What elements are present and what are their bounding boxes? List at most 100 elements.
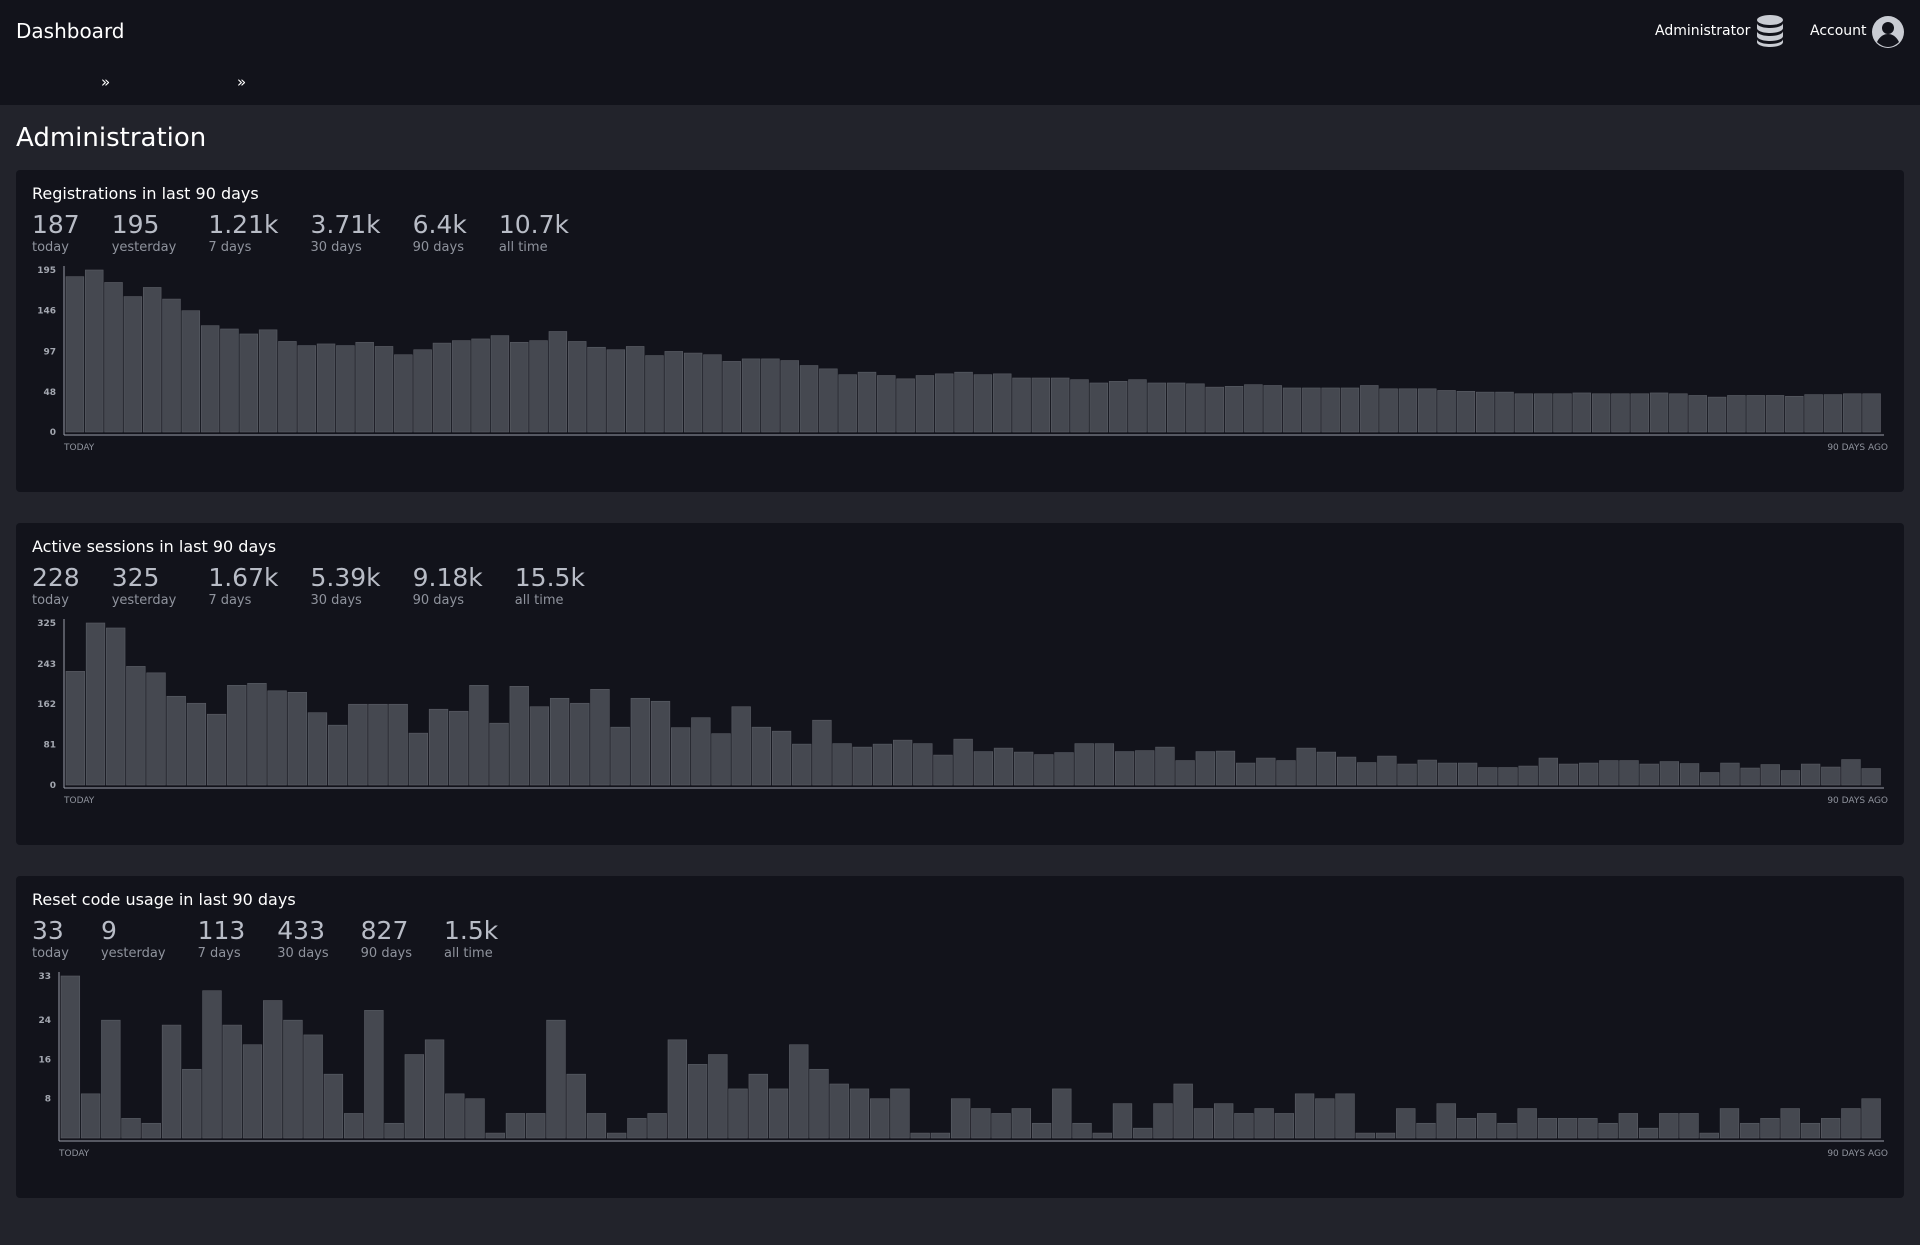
bar[interactable] xyxy=(973,374,993,433)
bar[interactable] xyxy=(711,733,731,786)
bar[interactable] xyxy=(1094,743,1115,786)
bar[interactable] xyxy=(526,1113,546,1139)
bar[interactable] xyxy=(829,1083,849,1139)
bar[interactable] xyxy=(708,1054,728,1139)
bar[interactable] xyxy=(505,1113,526,1139)
bar[interactable] xyxy=(348,703,368,786)
bar[interactable] xyxy=(570,702,590,786)
bar[interactable] xyxy=(161,1024,182,1139)
bar[interactable] xyxy=(181,310,201,433)
bar[interactable] xyxy=(664,351,684,433)
bar[interactable] xyxy=(1355,1132,1375,1139)
bar[interactable] xyxy=(728,1088,748,1139)
bar[interactable] xyxy=(1302,387,1321,433)
bar[interactable] xyxy=(1416,1122,1436,1139)
bar[interactable] xyxy=(1843,393,1862,433)
bar[interactable] xyxy=(606,1132,627,1139)
bar[interactable] xyxy=(1804,394,1823,433)
bar[interactable] xyxy=(1553,393,1572,433)
bar[interactable] xyxy=(1014,751,1034,786)
bar[interactable] xyxy=(85,269,104,433)
bar[interactable] xyxy=(1688,395,1707,433)
bar[interactable] xyxy=(1740,1122,1760,1139)
bar[interactable] xyxy=(993,747,1014,786)
bar[interactable] xyxy=(877,375,896,433)
bar[interactable] xyxy=(1518,765,1538,786)
bar[interactable] xyxy=(731,706,751,786)
bar[interactable] xyxy=(1224,386,1244,433)
bar[interactable] xyxy=(121,1118,141,1139)
bar[interactable] xyxy=(1294,1093,1315,1139)
bar[interactable] xyxy=(1205,386,1224,433)
bar[interactable] xyxy=(1215,750,1236,786)
bar[interactable] xyxy=(761,358,780,433)
bar[interactable] xyxy=(258,329,278,433)
bar[interactable] xyxy=(606,349,626,433)
bar[interactable] xyxy=(394,354,413,433)
bar[interactable] xyxy=(1128,379,1147,433)
bar[interactable] xyxy=(1498,767,1518,786)
bar[interactable] xyxy=(1579,762,1599,786)
bar[interactable] xyxy=(1031,1122,1052,1139)
bar[interactable] xyxy=(65,671,85,786)
bar[interactable] xyxy=(106,627,126,786)
bar[interactable] xyxy=(1800,763,1821,786)
bar[interactable] xyxy=(667,1039,688,1139)
bar[interactable] xyxy=(374,346,394,433)
bar[interactable] xyxy=(413,349,432,433)
bar[interactable] xyxy=(1514,393,1534,433)
bar[interactable] xyxy=(1316,751,1337,786)
bar[interactable] xyxy=(1186,383,1205,433)
bar[interactable] xyxy=(1765,395,1785,433)
bar[interactable] xyxy=(490,335,510,433)
bar[interactable] xyxy=(267,690,287,786)
bar[interactable] xyxy=(892,739,913,786)
bar[interactable] xyxy=(1070,379,1089,433)
bar[interactable] xyxy=(630,697,650,786)
bar[interactable] xyxy=(242,1044,263,1139)
bar[interactable] xyxy=(287,691,307,786)
bar[interactable] xyxy=(647,1113,667,1139)
bar[interactable] xyxy=(1340,387,1360,433)
bar[interactable] xyxy=(388,703,408,786)
bar[interactable] xyxy=(1780,1108,1800,1139)
bar[interactable] xyxy=(933,754,953,786)
bar[interactable] xyxy=(222,1024,242,1139)
bar[interactable] xyxy=(182,1068,202,1139)
bar[interactable] xyxy=(1861,768,1881,786)
bar[interactable] xyxy=(1050,377,1070,433)
bar[interactable] xyxy=(146,672,166,786)
bar[interactable] xyxy=(529,706,550,786)
bar[interactable] xyxy=(1336,756,1357,786)
bar[interactable] xyxy=(1234,1113,1254,1139)
bar[interactable] xyxy=(586,1113,607,1139)
bar[interactable] xyxy=(316,343,336,433)
bar[interactable] xyxy=(935,373,954,433)
bar[interactable] xyxy=(1236,762,1256,786)
bar[interactable] xyxy=(954,371,973,433)
bar[interactable] xyxy=(283,1019,303,1139)
bar[interactable] xyxy=(789,1044,809,1139)
bar[interactable] xyxy=(1195,751,1215,786)
bar[interactable] xyxy=(566,1073,586,1139)
bar[interactable] xyxy=(1135,750,1155,786)
bar[interactable] xyxy=(687,1064,708,1139)
bar[interactable] xyxy=(1417,759,1437,786)
bar[interactable] xyxy=(1497,1122,1517,1139)
bar[interactable] xyxy=(278,341,297,433)
bar[interactable] xyxy=(1375,1132,1396,1139)
bar[interactable] xyxy=(625,346,645,433)
bar[interactable] xyxy=(1321,387,1340,433)
bar[interactable] xyxy=(1360,385,1379,433)
bar[interactable] xyxy=(1533,393,1553,433)
bar[interactable] xyxy=(1862,393,1881,433)
bar[interactable] xyxy=(1436,1103,1456,1139)
bar[interactable] xyxy=(645,355,664,433)
account-link[interactable]: Account xyxy=(1810,23,1867,39)
bar[interactable] xyxy=(65,276,85,433)
bar[interactable] xyxy=(1538,757,1558,786)
bar[interactable] xyxy=(587,346,606,433)
bar[interactable] xyxy=(910,1132,930,1139)
bar[interactable] xyxy=(1841,1108,1861,1139)
bar[interactable] xyxy=(1397,763,1417,786)
